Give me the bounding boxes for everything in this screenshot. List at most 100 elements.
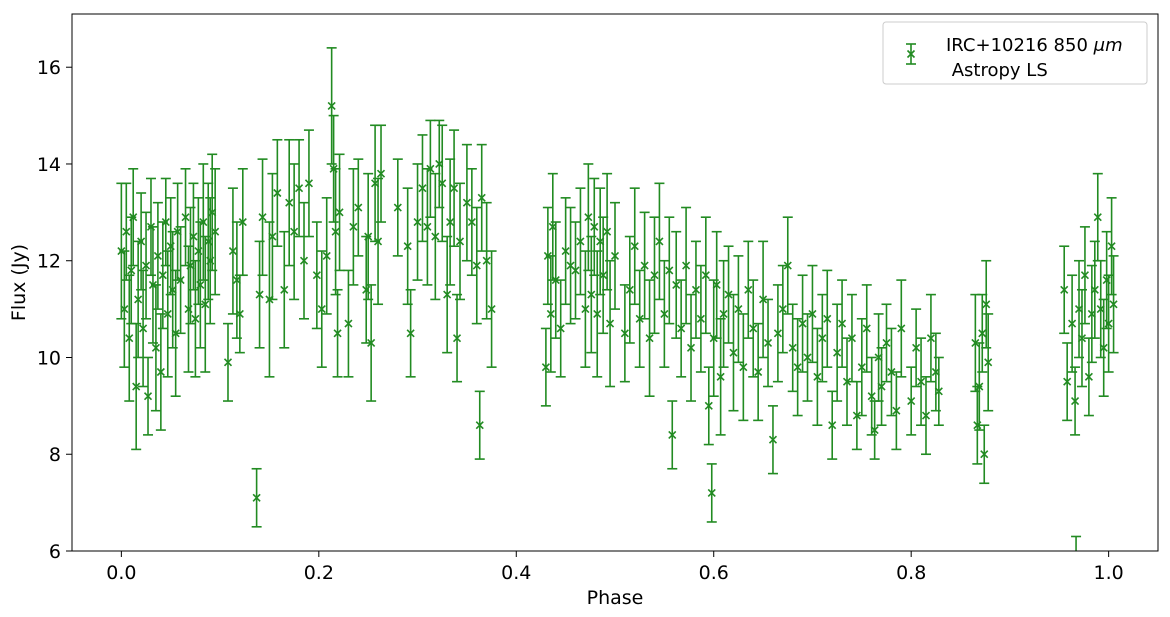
data-point — [353, 158, 364, 257]
point-marker-b — [1084, 372, 1093, 381]
point-marker-b — [446, 217, 455, 227]
point-marker-b — [304, 179, 314, 188]
data-point — [545, 255, 556, 373]
point-marker-b — [426, 164, 435, 173]
data-point — [619, 284, 630, 383]
point-marker-b — [125, 334, 134, 343]
legend-marker — [906, 43, 916, 65]
data-point — [979, 424, 990, 485]
point-marker-b — [1093, 213, 1102, 222]
point-marker-b — [129, 213, 138, 222]
point-marker-b — [423, 222, 432, 231]
data-point — [392, 158, 403, 257]
data-point — [412, 163, 423, 281]
point-marker-b — [393, 203, 402, 212]
data-point — [474, 390, 485, 460]
point-marker-b — [980, 450, 989, 459]
data-point — [190, 259, 201, 378]
point-marker-b — [127, 266, 136, 275]
data-point — [141, 211, 152, 320]
point-marker-b — [704, 401, 713, 410]
point-marker-b — [450, 184, 459, 193]
point-marker-b — [716, 372, 725, 381]
point-marker-b — [120, 305, 129, 314]
point-marker-b — [122, 227, 131, 236]
data-point — [1070, 366, 1081, 436]
data-point — [162, 250, 173, 378]
point-marker-b — [235, 309, 244, 319]
data-point — [866, 356, 877, 436]
point-marker-b — [139, 324, 148, 333]
point-marker-b — [650, 271, 659, 280]
point-marker-b — [1073, 552, 1080, 559]
point-marker-b — [201, 300, 210, 309]
point-marker-b — [1080, 271, 1090, 280]
data-point — [916, 337, 927, 427]
data-point — [1103, 274, 1114, 373]
data-point — [570, 221, 581, 320]
data-point — [644, 279, 655, 397]
data-point — [787, 303, 798, 393]
point-marker-b — [1107, 242, 1116, 251]
point-marker-b — [295, 184, 304, 193]
point-marker-b — [418, 184, 427, 193]
point-marker-b — [934, 387, 943, 396]
data-point — [822, 269, 833, 368]
point-marker-b — [921, 411, 931, 420]
point-marker-b — [603, 227, 612, 236]
point-marker-b — [571, 266, 580, 275]
data-point — [575, 187, 586, 296]
data-point — [348, 168, 359, 286]
x-tick-label: 0.0 — [106, 562, 136, 584]
data-point — [748, 279, 759, 378]
point-marker-b — [857, 363, 866, 372]
legend: IRC+10216 850 μm Astropy LS — [882, 21, 1148, 85]
point-marker-b — [803, 353, 812, 362]
point-marker-b — [793, 363, 802, 372]
data-point — [284, 138, 295, 267]
data-point — [1067, 274, 1078, 373]
data-point — [257, 158, 268, 277]
y-tick-label: 10 — [37, 347, 61, 369]
data-point — [856, 317, 867, 417]
point-marker-b — [228, 246, 237, 256]
data-point — [437, 124, 448, 243]
data-point — [251, 467, 262, 528]
data-point — [461, 143, 472, 262]
data-point — [654, 182, 665, 301]
data-point — [128, 168, 139, 267]
point-marker-b — [223, 358, 233, 367]
point-marker-b — [773, 329, 782, 338]
point-marker-b — [376, 169, 386, 178]
point-marker-b — [191, 314, 200, 323]
point-marker-b — [354, 203, 363, 212]
point-marker-b — [452, 334, 462, 343]
data-point — [272, 138, 283, 248]
point-marker-b — [584, 213, 593, 222]
point-marker-b — [984, 358, 993, 367]
data-point — [911, 308, 922, 388]
point-marker-b — [1063, 377, 1072, 386]
data-point — [326, 47, 337, 165]
point-marker-b — [892, 406, 901, 415]
point-marker-b — [344, 319, 353, 328]
point-marker-b — [625, 285, 634, 294]
data-point — [861, 284, 872, 373]
point-marker-b — [541, 363, 550, 372]
point-marker-b — [482, 256, 491, 265]
data-point — [711, 230, 722, 339]
point-marker-b — [431, 232, 440, 241]
data-point — [136, 192, 147, 291]
data-point — [983, 313, 994, 412]
y-tick-label: 6 — [49, 541, 61, 563]
data-point — [933, 356, 944, 427]
point-marker-b — [196, 280, 205, 289]
data-point — [718, 259, 729, 368]
data-point — [311, 221, 322, 330]
point-marker-b — [258, 213, 267, 222]
legend-label-unit: μm — [1093, 35, 1123, 56]
data-point — [686, 293, 697, 402]
point-marker-b — [610, 251, 620, 260]
point-marker-b — [268, 232, 277, 241]
x-tick-label: 1.0 — [1094, 562, 1124, 584]
